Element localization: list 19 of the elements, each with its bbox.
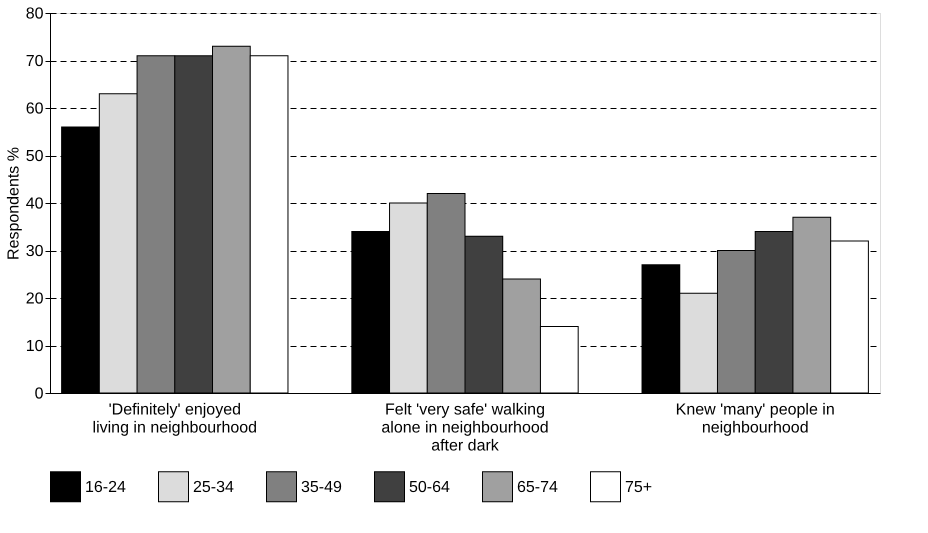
legend-label: 25-34 [193,478,234,496]
y-tick-label: 30 [26,243,44,260]
y-tick-label: 40 [26,196,44,212]
y-tick-label: 10 [26,338,44,355]
x-tick-label: Felt 'very safe' walking alone in neighbourhood after dark [381,402,549,454]
x-tick-label: Knew 'many' people in neighbourhood [676,402,835,436]
legend-label: 16-24 [85,478,126,496]
y-tick-label: 60 [26,100,44,118]
legend-label: 65-74 [517,478,558,496]
y-tick-label: 0 [34,386,44,402]
y-tick-label: 70 [26,53,44,70]
legend-label: 35-49 [301,478,342,496]
y-tick-label: 80 [26,6,44,22]
x-tick-label: 'Definitely' enjoyed living in neighbourhood [92,402,258,436]
legend-label: 50-64 [409,478,450,496]
legend-label: 75+ [625,478,652,496]
y-tick-label: 50 [26,148,44,165]
y-tick-label: 20 [26,290,44,308]
y-axis-title: Respondents % [6,147,23,260]
